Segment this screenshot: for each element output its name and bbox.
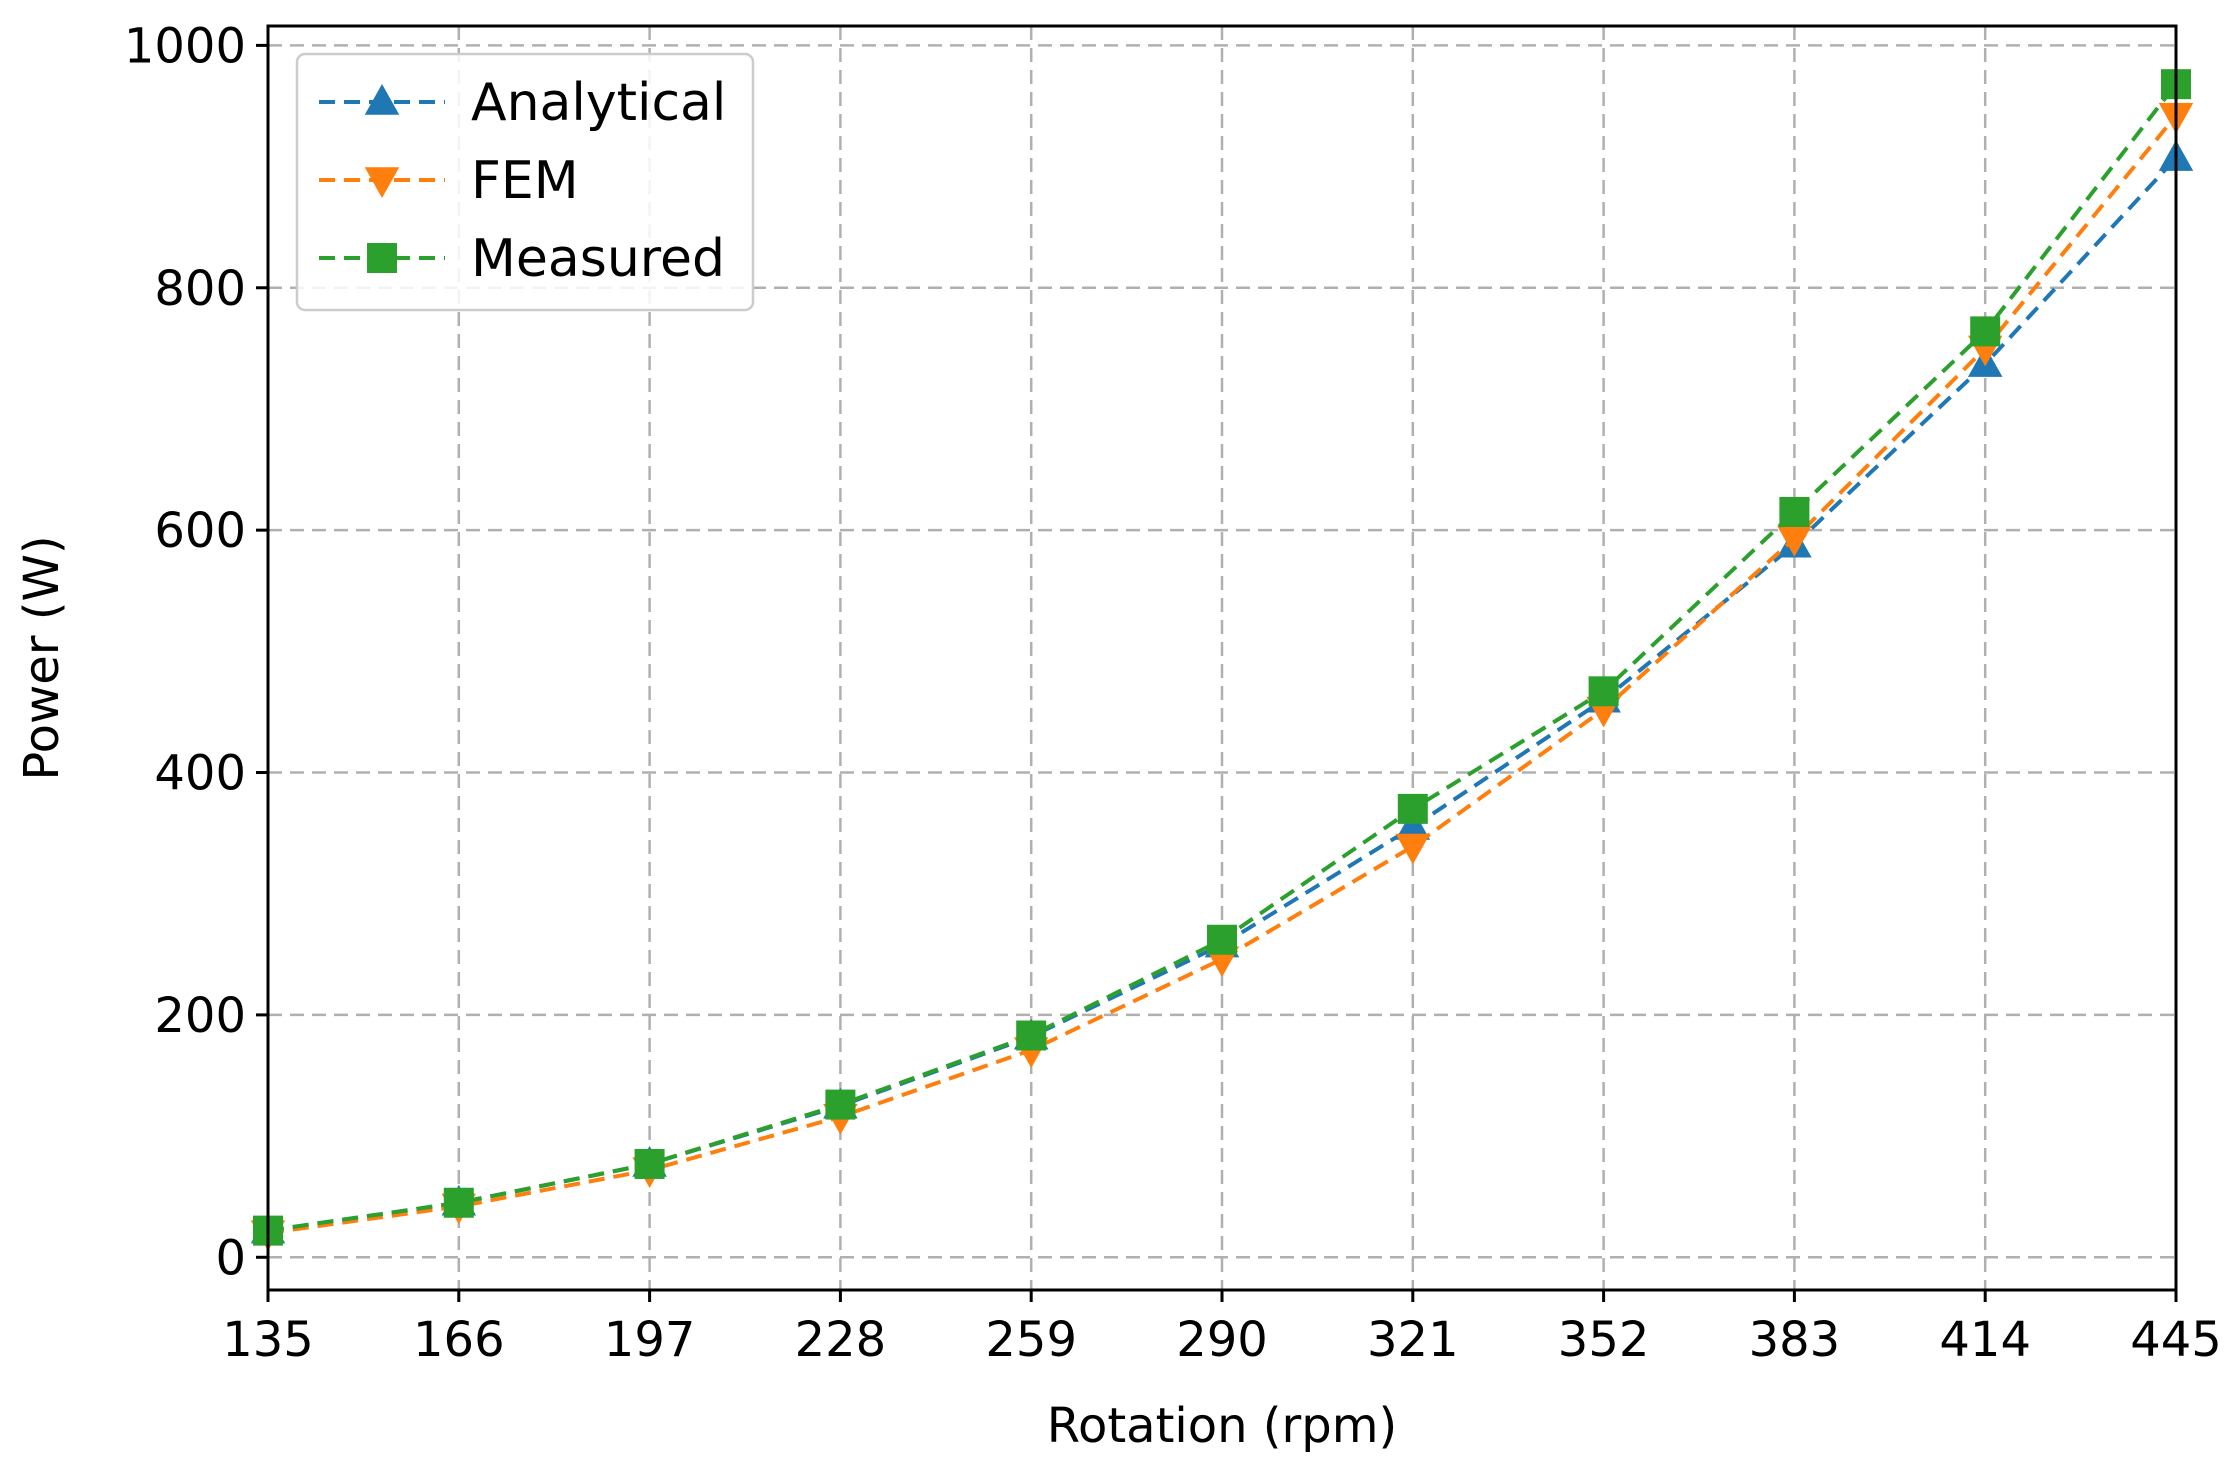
x-tick-label: 135 — [222, 1312, 314, 1368]
y-tick-label: 200 — [154, 988, 246, 1044]
y-tick-label: 0 — [215, 1230, 246, 1286]
y-tick-label: 800 — [154, 261, 246, 317]
data-point — [1207, 924, 1237, 955]
x-tick-label: 414 — [1939, 1312, 2031, 1368]
data-point — [825, 1089, 856, 1120]
legend: Analytical FEM Measured — [295, 52, 755, 312]
axis-ticks: 135 166 197 228 259 290 321 352 383 414 445 0 200 400… — [124, 18, 2222, 1368]
data-point — [1016, 1020, 1047, 1051]
data-point — [1777, 525, 1812, 557]
data-point — [443, 1187, 474, 1218]
data-point — [1395, 809, 1431, 840]
legend-label: Analytical — [471, 73, 726, 133]
x-tick-label: 321 — [1367, 1312, 1459, 1368]
legend-item-measured: Measured — [319, 229, 725, 289]
x-tick-label: 352 — [1558, 1312, 1650, 1368]
legend-marker — [367, 243, 397, 273]
series-layer — [250, 69, 2194, 1252]
legend-marker — [364, 167, 400, 198]
y-tick-label: 600 — [154, 503, 246, 559]
x-tick-label: 166 — [413, 1312, 505, 1368]
data-point — [1588, 676, 1619, 707]
legend-marker — [364, 84, 400, 115]
x-tick-label: 445 — [2130, 1312, 2222, 1368]
y-tick-label: 1000 — [124, 18, 246, 74]
legend-item-fem: FEM — [319, 151, 579, 211]
series-measured — [253, 69, 2191, 1246]
x-tick-label: 228 — [795, 1312, 887, 1368]
x-tick-label: 197 — [604, 1312, 696, 1368]
x-tick-label: 290 — [1176, 1312, 1268, 1368]
y-axis-label: Power (W) — [14, 535, 70, 780]
y-tick-label: 400 — [154, 746, 246, 802]
x-tick-label: 383 — [1749, 1312, 1841, 1368]
legend-box — [295, 52, 755, 312]
data-point — [634, 1148, 665, 1179]
data-point — [1779, 496, 1810, 527]
legend-item-analytical: Analytical — [319, 73, 726, 133]
legend-label: Measured — [471, 229, 725, 289]
data-point — [1395, 833, 1431, 865]
x-tick-label: 259 — [985, 1312, 1077, 1368]
data-point — [1970, 316, 2001, 347]
x-axis-label: Rotation (rpm) — [1047, 1398, 1397, 1454]
series-line — [267, 114, 2178, 1236]
legend-label: FEM — [471, 151, 579, 211]
data-point — [1397, 793, 1428, 824]
